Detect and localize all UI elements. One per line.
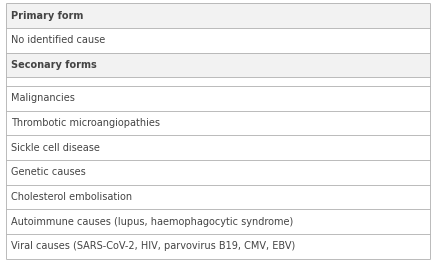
- Bar: [6, 160, 430, 185]
- Text: Thrombotic microangiopathies: Thrombotic microangiopathies: [11, 118, 160, 128]
- Bar: [6, 135, 430, 160]
- Text: No identified cause: No identified cause: [11, 35, 105, 45]
- Bar: [6, 3, 430, 28]
- Bar: [6, 209, 430, 234]
- Bar: [6, 185, 430, 209]
- Bar: [6, 111, 430, 135]
- Text: Cholesterol embolisation: Cholesterol embolisation: [11, 192, 132, 202]
- Text: Seconary forms: Seconary forms: [11, 60, 97, 70]
- Bar: [6, 77, 430, 86]
- Bar: [6, 53, 430, 77]
- Text: Primary form: Primary form: [11, 11, 83, 21]
- Bar: [6, 86, 430, 111]
- Text: Viral causes (SARS-CoV-2, HIV, parvovirus B19, CMV, EBV): Viral causes (SARS-CoV-2, HIV, parvoviru…: [11, 241, 295, 251]
- Bar: [6, 234, 430, 259]
- Text: Genetic causes: Genetic causes: [11, 167, 85, 177]
- Text: Autoimmune causes (lupus, haemophagocytic syndrome): Autoimmune causes (lupus, haemophagocyti…: [11, 217, 293, 227]
- Bar: [6, 28, 430, 53]
- Text: Sickle cell disease: Sickle cell disease: [11, 143, 100, 153]
- Text: Malignancies: Malignancies: [11, 93, 75, 103]
